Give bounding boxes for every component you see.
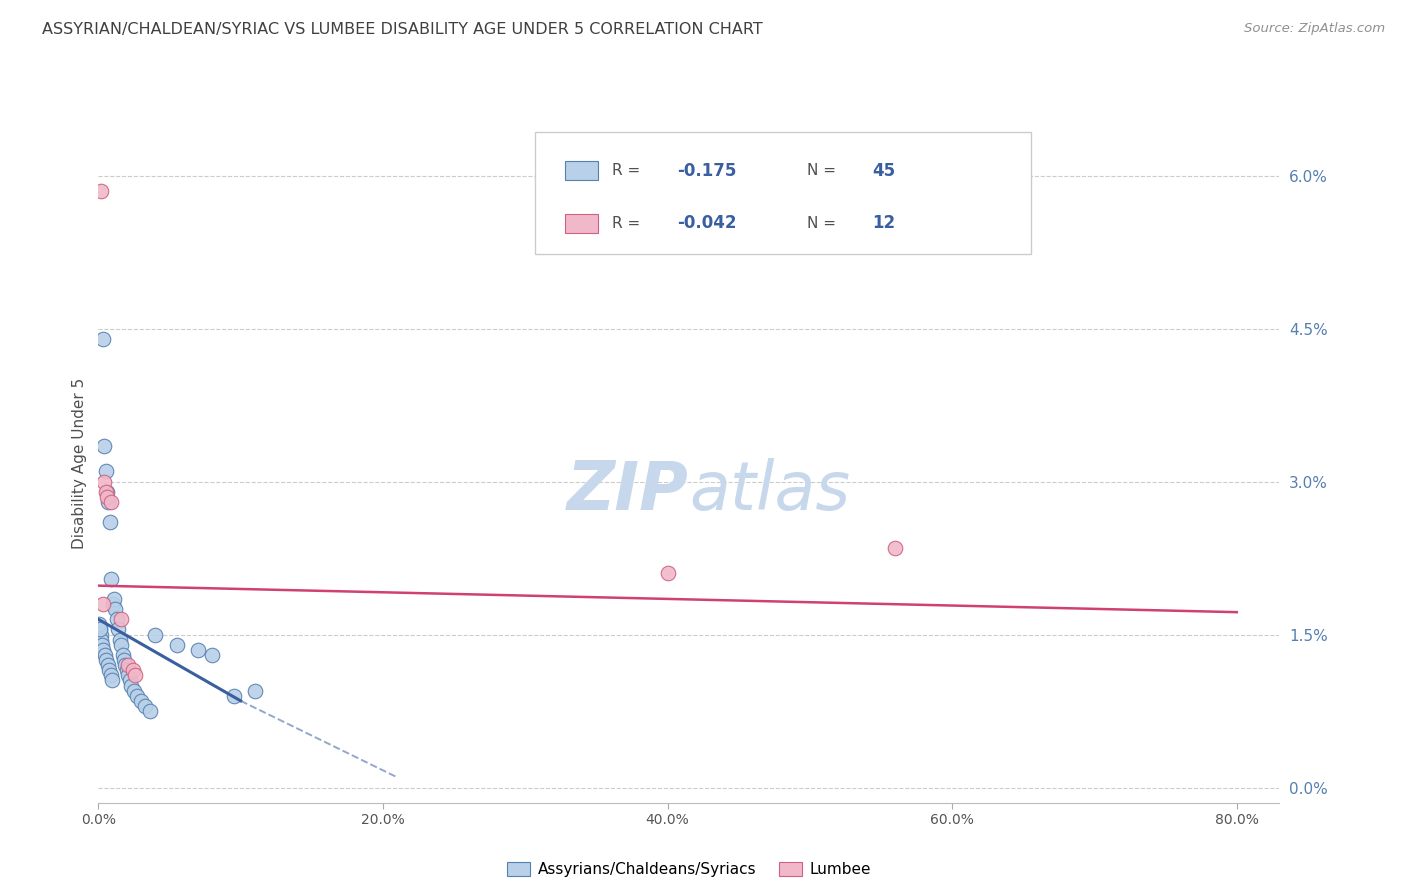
Text: -0.042: -0.042 bbox=[678, 214, 737, 232]
Legend: Assyrians/Chaldeans/Syriacs, Lumbee: Assyrians/Chaldeans/Syriacs, Lumbee bbox=[501, 855, 877, 883]
Point bbox=[111, 648, 134, 662]
Point bbox=[93, 475, 115, 489]
Point bbox=[222, 689, 245, 703]
Point bbox=[94, 484, 117, 499]
Text: Source: ZipAtlas.com: Source: ZipAtlas.com bbox=[1244, 22, 1385, 36]
Point bbox=[143, 627, 166, 641]
Point bbox=[103, 591, 125, 606]
Point bbox=[125, 689, 148, 703]
Point bbox=[90, 627, 112, 641]
Point bbox=[104, 602, 127, 616]
Text: R =: R = bbox=[612, 216, 645, 230]
Y-axis label: Disability Age Under 5: Disability Age Under 5 bbox=[72, 378, 87, 549]
Text: N =: N = bbox=[807, 163, 841, 178]
Point bbox=[93, 439, 115, 453]
Point bbox=[108, 632, 131, 647]
Point bbox=[110, 638, 132, 652]
Point bbox=[107, 623, 129, 637]
Point bbox=[122, 683, 145, 698]
Point bbox=[93, 643, 115, 657]
Text: atlas: atlas bbox=[689, 458, 851, 524]
Bar bbox=[565, 213, 598, 233]
Point bbox=[129, 694, 152, 708]
Point bbox=[97, 495, 120, 509]
Point bbox=[96, 653, 118, 667]
Point bbox=[201, 648, 224, 662]
Bar bbox=[565, 161, 598, 180]
Text: ZIP: ZIP bbox=[567, 458, 689, 524]
Point bbox=[100, 668, 122, 682]
Point bbox=[96, 490, 118, 504]
Point bbox=[105, 612, 128, 626]
Point bbox=[98, 663, 121, 677]
Point bbox=[91, 332, 114, 346]
Point bbox=[657, 566, 679, 581]
Point bbox=[124, 668, 146, 682]
Point bbox=[97, 658, 120, 673]
Point bbox=[134, 698, 156, 713]
Point bbox=[187, 643, 209, 657]
Point bbox=[121, 663, 143, 677]
Point bbox=[117, 668, 139, 682]
Point bbox=[117, 658, 139, 673]
Point bbox=[110, 612, 132, 626]
Text: N =: N = bbox=[807, 216, 841, 230]
Point bbox=[91, 597, 114, 611]
Text: 12: 12 bbox=[872, 214, 896, 232]
Point bbox=[90, 632, 112, 647]
Text: ASSYRIAN/CHALDEAN/SYRIAC VS LUMBEE DISABILITY AGE UNDER 5 CORRELATION CHART: ASSYRIAN/CHALDEAN/SYRIAC VS LUMBEE DISAB… bbox=[42, 22, 763, 37]
Point bbox=[100, 572, 122, 586]
Point bbox=[243, 683, 266, 698]
Point bbox=[884, 541, 907, 555]
Text: -0.175: -0.175 bbox=[678, 162, 737, 180]
Point bbox=[114, 658, 136, 673]
Point bbox=[118, 673, 141, 688]
Point bbox=[100, 495, 122, 509]
Point bbox=[101, 597, 124, 611]
Point bbox=[91, 638, 114, 652]
Point bbox=[94, 648, 117, 662]
Point bbox=[138, 704, 160, 718]
Point bbox=[98, 516, 121, 530]
Point bbox=[112, 653, 135, 667]
Point bbox=[115, 663, 138, 677]
Point bbox=[120, 679, 142, 693]
Point bbox=[94, 465, 117, 479]
Point bbox=[166, 638, 188, 652]
Point bbox=[89, 623, 111, 637]
Text: R =: R = bbox=[612, 163, 645, 178]
Point bbox=[101, 673, 124, 688]
Point bbox=[89, 617, 111, 632]
FancyBboxPatch shape bbox=[536, 132, 1032, 253]
Text: 45: 45 bbox=[872, 162, 896, 180]
Point bbox=[96, 484, 118, 499]
Point bbox=[89, 623, 111, 637]
Point bbox=[90, 184, 112, 198]
